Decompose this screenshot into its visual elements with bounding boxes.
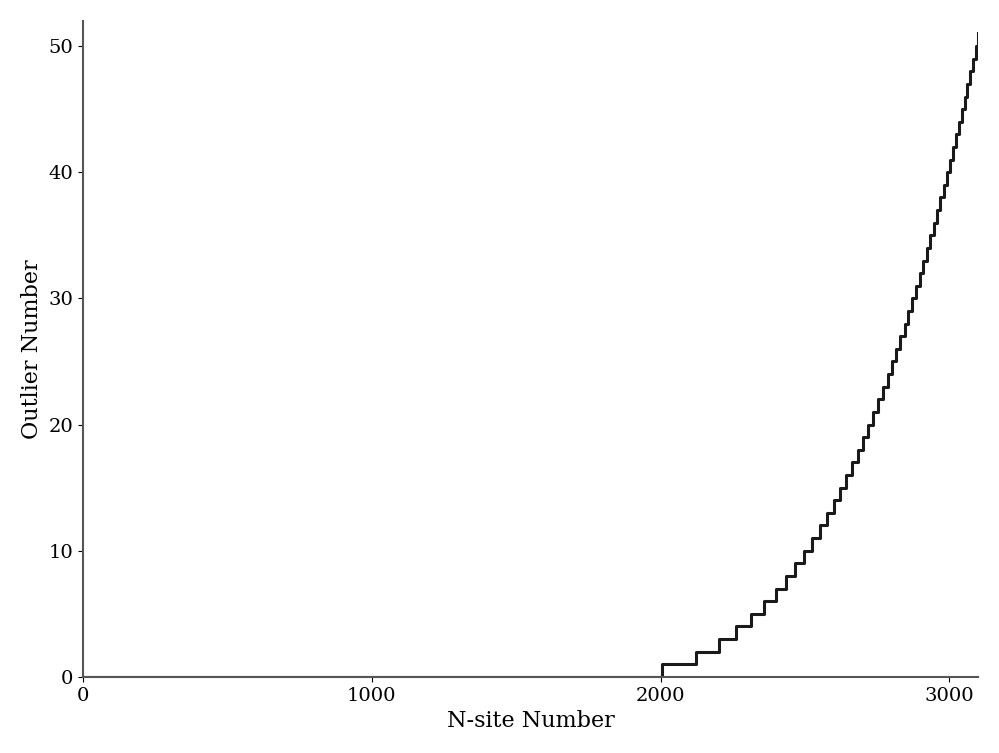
X-axis label: N-site Number: N-site Number	[447, 710, 614, 732]
Y-axis label: Outlier Number: Outlier Number	[21, 259, 43, 439]
